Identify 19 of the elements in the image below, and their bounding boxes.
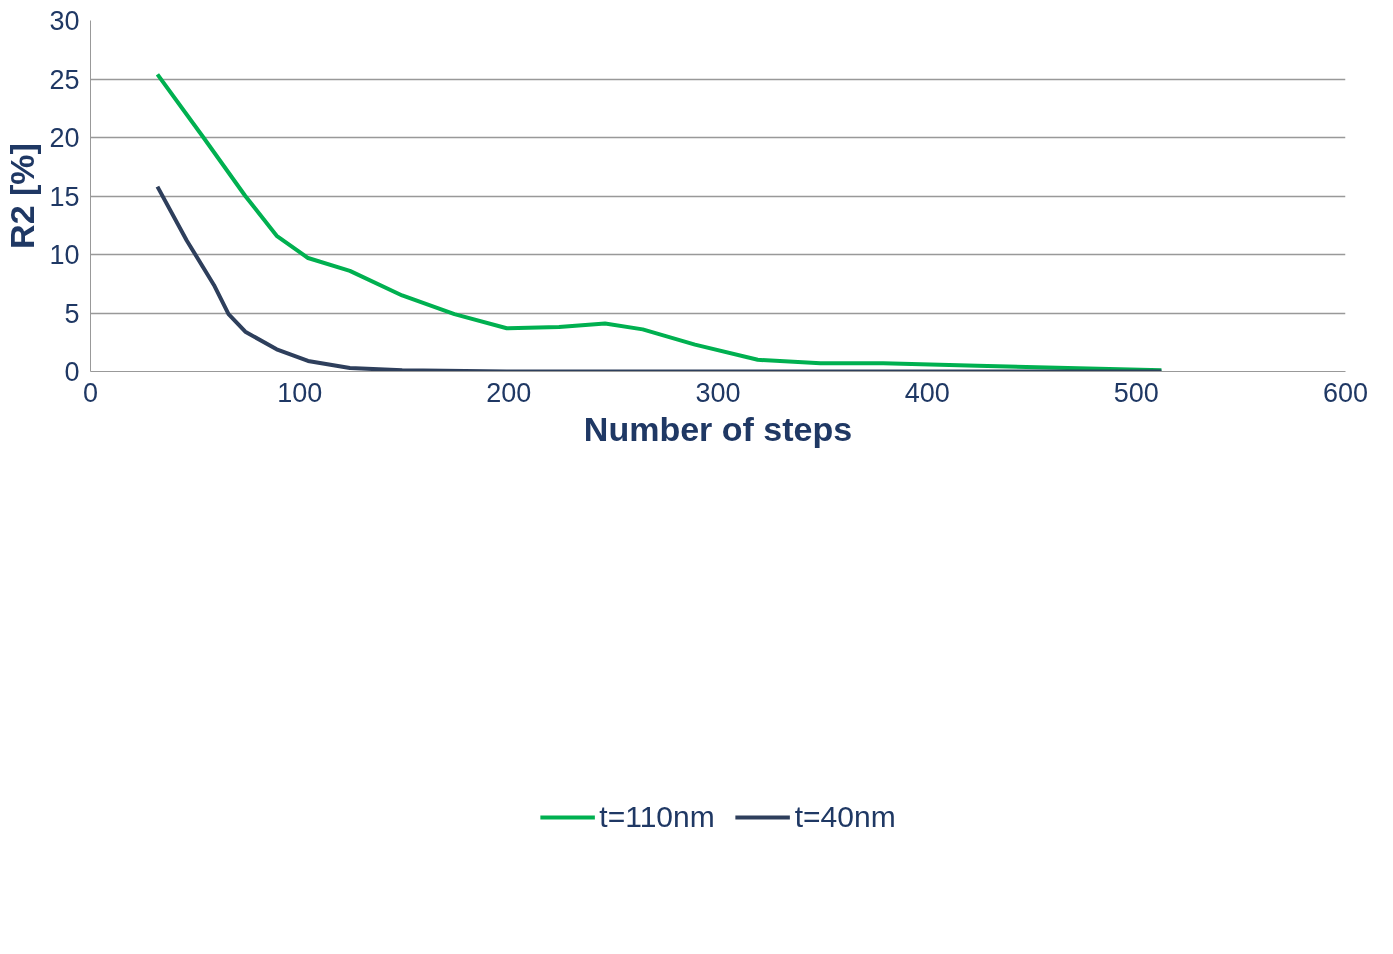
y-tick-label: 20 [49,123,80,153]
y-tick-label: 0 [64,357,80,387]
x-tick-label: 300 [695,377,741,408]
x-tick-label: 500 [1113,377,1159,408]
line-series [155,72,1164,372]
y-tick-label: 5 [64,298,80,329]
x-tick-label: 400 [904,377,950,408]
line-series [155,184,1164,372]
x-tick-label: 200 [486,377,532,408]
legend-label: t=110nm [599,799,715,834]
legend-label: t=40nm [794,799,896,834]
x-tick-label: 600 [1322,377,1369,408]
y-tick-label: 25 [49,64,80,95]
x-tick-label: 100 [277,377,323,408]
y-tick-label: 15 [49,181,80,212]
x-axis-title: Number of steps [583,409,853,448]
y-tick-label: 30 [49,6,80,36]
y-axis-title: R2 [%] [3,143,42,249]
y-tick-label: 10 [49,240,80,270]
